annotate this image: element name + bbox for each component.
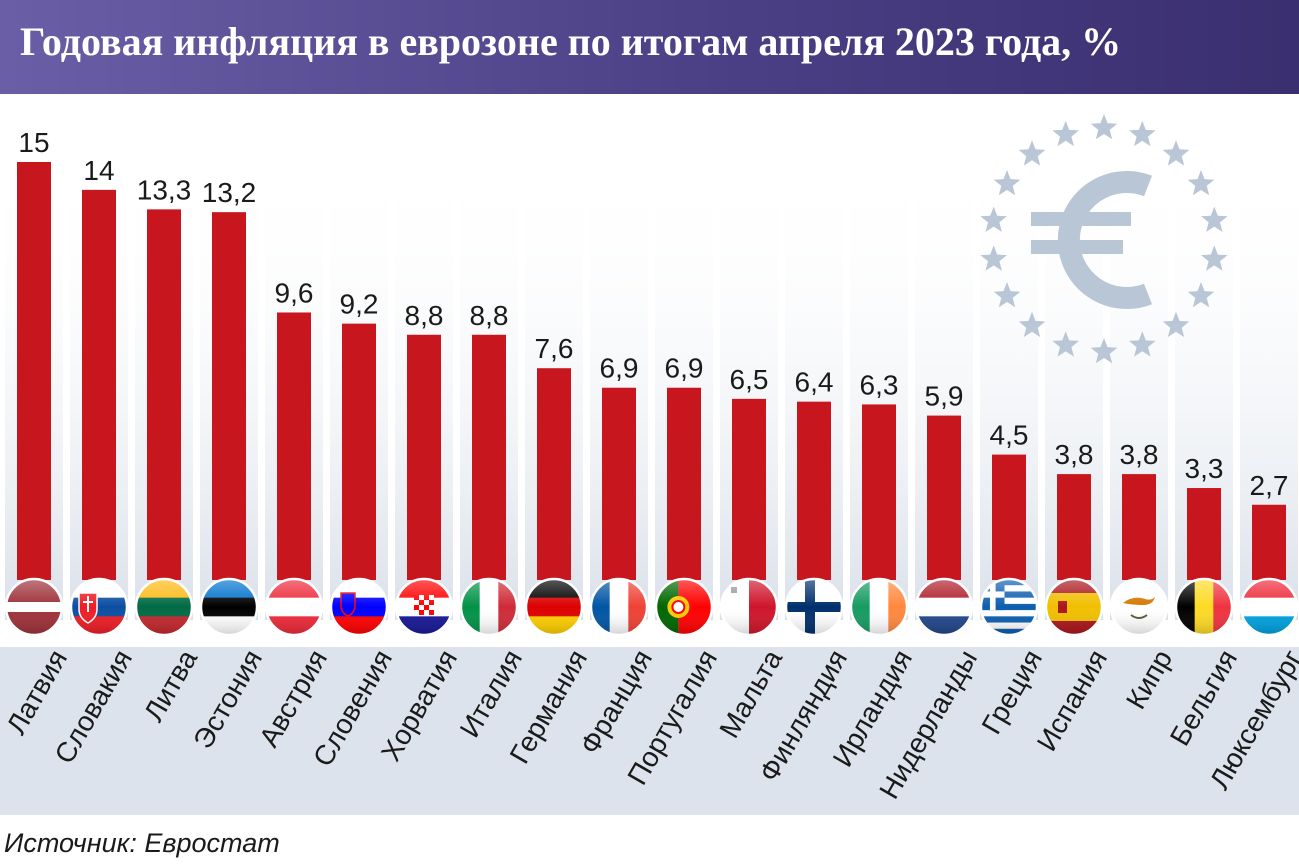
bar-chart: 15 14 13,3 13,2 9,6 9,2 8,8 8,8 7,6 6,9 6,9 6,5 6,4 6… xyxy=(0,114,1299,815)
value-label: 14 xyxy=(83,155,114,186)
bar-4 xyxy=(212,212,246,580)
bar-19 xyxy=(1187,488,1221,580)
lithuania-flag-icon xyxy=(134,577,194,637)
star-icon xyxy=(1018,140,1046,166)
bar-13 xyxy=(797,401,831,580)
value-label: 6,4 xyxy=(795,367,834,398)
ireland-flag-icon xyxy=(849,577,909,637)
finland-flag-icon xyxy=(784,577,844,637)
bar-16 xyxy=(992,454,1026,580)
bar-6 xyxy=(342,323,376,580)
value-label: 3,8 xyxy=(1055,439,1094,470)
euro-bar xyxy=(1031,212,1131,226)
belgium-flag-icon xyxy=(1174,577,1234,637)
chart-title: Годовая инфляция в еврозоне по итогам ап… xyxy=(20,19,1122,64)
value-label: 6,5 xyxy=(730,364,769,395)
flags xyxy=(4,577,1299,637)
star-icon xyxy=(993,282,1021,308)
value-label: 13,3 xyxy=(137,174,192,205)
bar-15 xyxy=(927,415,961,580)
slovenia-flag-icon xyxy=(329,577,389,637)
bar-5 xyxy=(277,312,311,580)
croatia-flag-icon xyxy=(394,577,454,637)
category-band xyxy=(0,647,1299,815)
bar-12 xyxy=(732,398,766,580)
bar-9 xyxy=(537,368,571,580)
spain-flag-icon xyxy=(1044,577,1104,637)
bar-3 xyxy=(147,209,181,580)
star-icon xyxy=(1052,331,1079,357)
slovakia-flag-icon xyxy=(69,577,129,637)
star-icon xyxy=(993,170,1021,196)
france-flag-icon xyxy=(589,577,649,637)
bar-8 xyxy=(472,334,506,580)
value-labels: 15 14 13,3 13,2 9,6 9,2 8,8 8,8 7,6 6,9 6,9 6,5 6,4 6… xyxy=(18,127,1288,501)
title-banner: Годовая инфляция в еврозоне по итогам ап… xyxy=(0,0,1299,94)
malta-flag-icon xyxy=(719,577,779,637)
value-label: 6,9 xyxy=(665,353,704,384)
germany-flag-icon xyxy=(524,577,584,637)
source-note: Источник: Евростат xyxy=(4,828,280,858)
bar-20 xyxy=(1252,504,1286,580)
star-icon xyxy=(1187,282,1215,308)
austria-flag-icon xyxy=(264,577,324,637)
bar-7 xyxy=(407,334,441,580)
star-icon xyxy=(980,245,1007,271)
euro-stars-icon xyxy=(980,114,1228,364)
value-label: 4,5 xyxy=(990,420,1029,451)
luxembourg-flag-icon xyxy=(1239,577,1299,637)
bars xyxy=(17,162,1286,580)
value-label: 2,7 xyxy=(1250,470,1289,501)
star-icon xyxy=(1090,338,1118,364)
value-label: 13,2 xyxy=(202,177,257,208)
bar-2 xyxy=(82,189,116,580)
star-icon xyxy=(1129,120,1156,147)
portugal-flag-icon xyxy=(654,577,714,637)
bar-1 xyxy=(17,162,51,580)
value-label: 8,8 xyxy=(470,300,509,331)
value-label: 3,8 xyxy=(1120,439,1159,470)
bar-17 xyxy=(1057,474,1091,580)
netherlands-flag-icon xyxy=(914,577,974,637)
value-label: 7,6 xyxy=(535,333,574,364)
value-label: 3,3 xyxy=(1185,453,1224,484)
euro-bar xyxy=(1031,240,1123,254)
star-icon xyxy=(1201,245,1228,271)
star-icon xyxy=(980,206,1007,232)
star-icon xyxy=(1162,140,1190,166)
italy-flag-icon xyxy=(459,577,519,637)
latvia-flag-icon xyxy=(4,577,64,637)
star-icon xyxy=(1090,114,1118,140)
value-label: 8,8 xyxy=(405,300,444,331)
bar-18 xyxy=(1122,474,1156,580)
bar-10 xyxy=(602,387,636,580)
value-label: 15 xyxy=(18,127,49,158)
bar-11 xyxy=(667,387,701,580)
value-label: 9,2 xyxy=(340,289,379,320)
star-icon xyxy=(1187,170,1215,196)
value-label: 6,9 xyxy=(600,353,639,384)
value-label: 6,3 xyxy=(860,369,899,400)
bar-14 xyxy=(862,404,896,580)
star-icon xyxy=(1052,120,1079,147)
star-icon xyxy=(1162,311,1190,338)
star-icon xyxy=(1018,311,1046,338)
value-label: 9,6 xyxy=(275,277,314,308)
value-label: 5,9 xyxy=(925,381,964,412)
star-icon xyxy=(1129,331,1156,357)
star-icon xyxy=(1201,206,1228,232)
cyprus-flag-icon xyxy=(1109,577,1169,637)
greece-flag-icon xyxy=(979,577,1039,637)
estonia-flag-icon xyxy=(199,577,259,637)
